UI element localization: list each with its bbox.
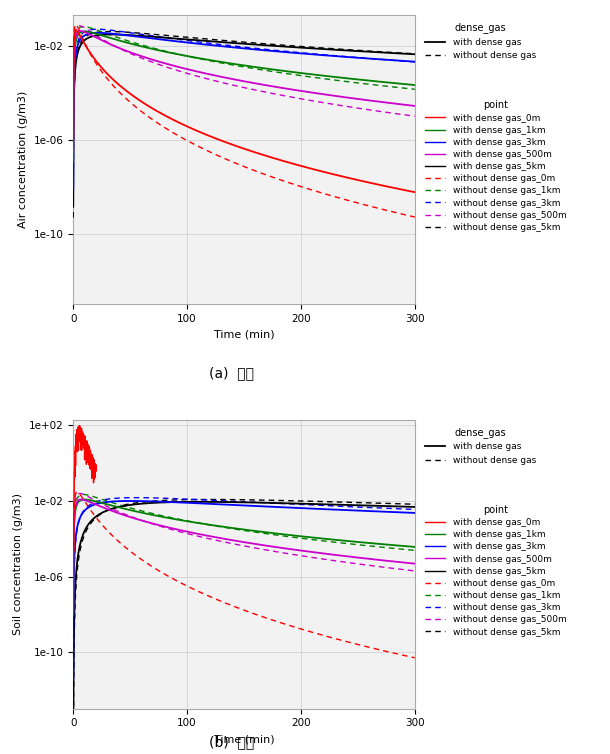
Text: (b)  토양: (b) 토양 — [209, 735, 254, 749]
Y-axis label: Soil concentration (g/m3): Soil concentration (g/m3) — [13, 493, 23, 635]
Text: (a)  대기: (a) 대기 — [209, 366, 254, 380]
X-axis label: Time (min): Time (min) — [214, 734, 274, 744]
Legend: with dense gas_0m, with dense gas_1km, with dense gas_3km, with dense gas_500m, : with dense gas_0m, with dense gas_1km, w… — [423, 97, 569, 234]
Legend: with dense gas_0m, with dense gas_1km, with dense gas_3km, with dense gas_500m, : with dense gas_0m, with dense gas_1km, w… — [423, 502, 569, 639]
X-axis label: Time (min): Time (min) — [214, 329, 274, 339]
Y-axis label: Air concentration (g/m3): Air concentration (g/m3) — [18, 91, 28, 228]
